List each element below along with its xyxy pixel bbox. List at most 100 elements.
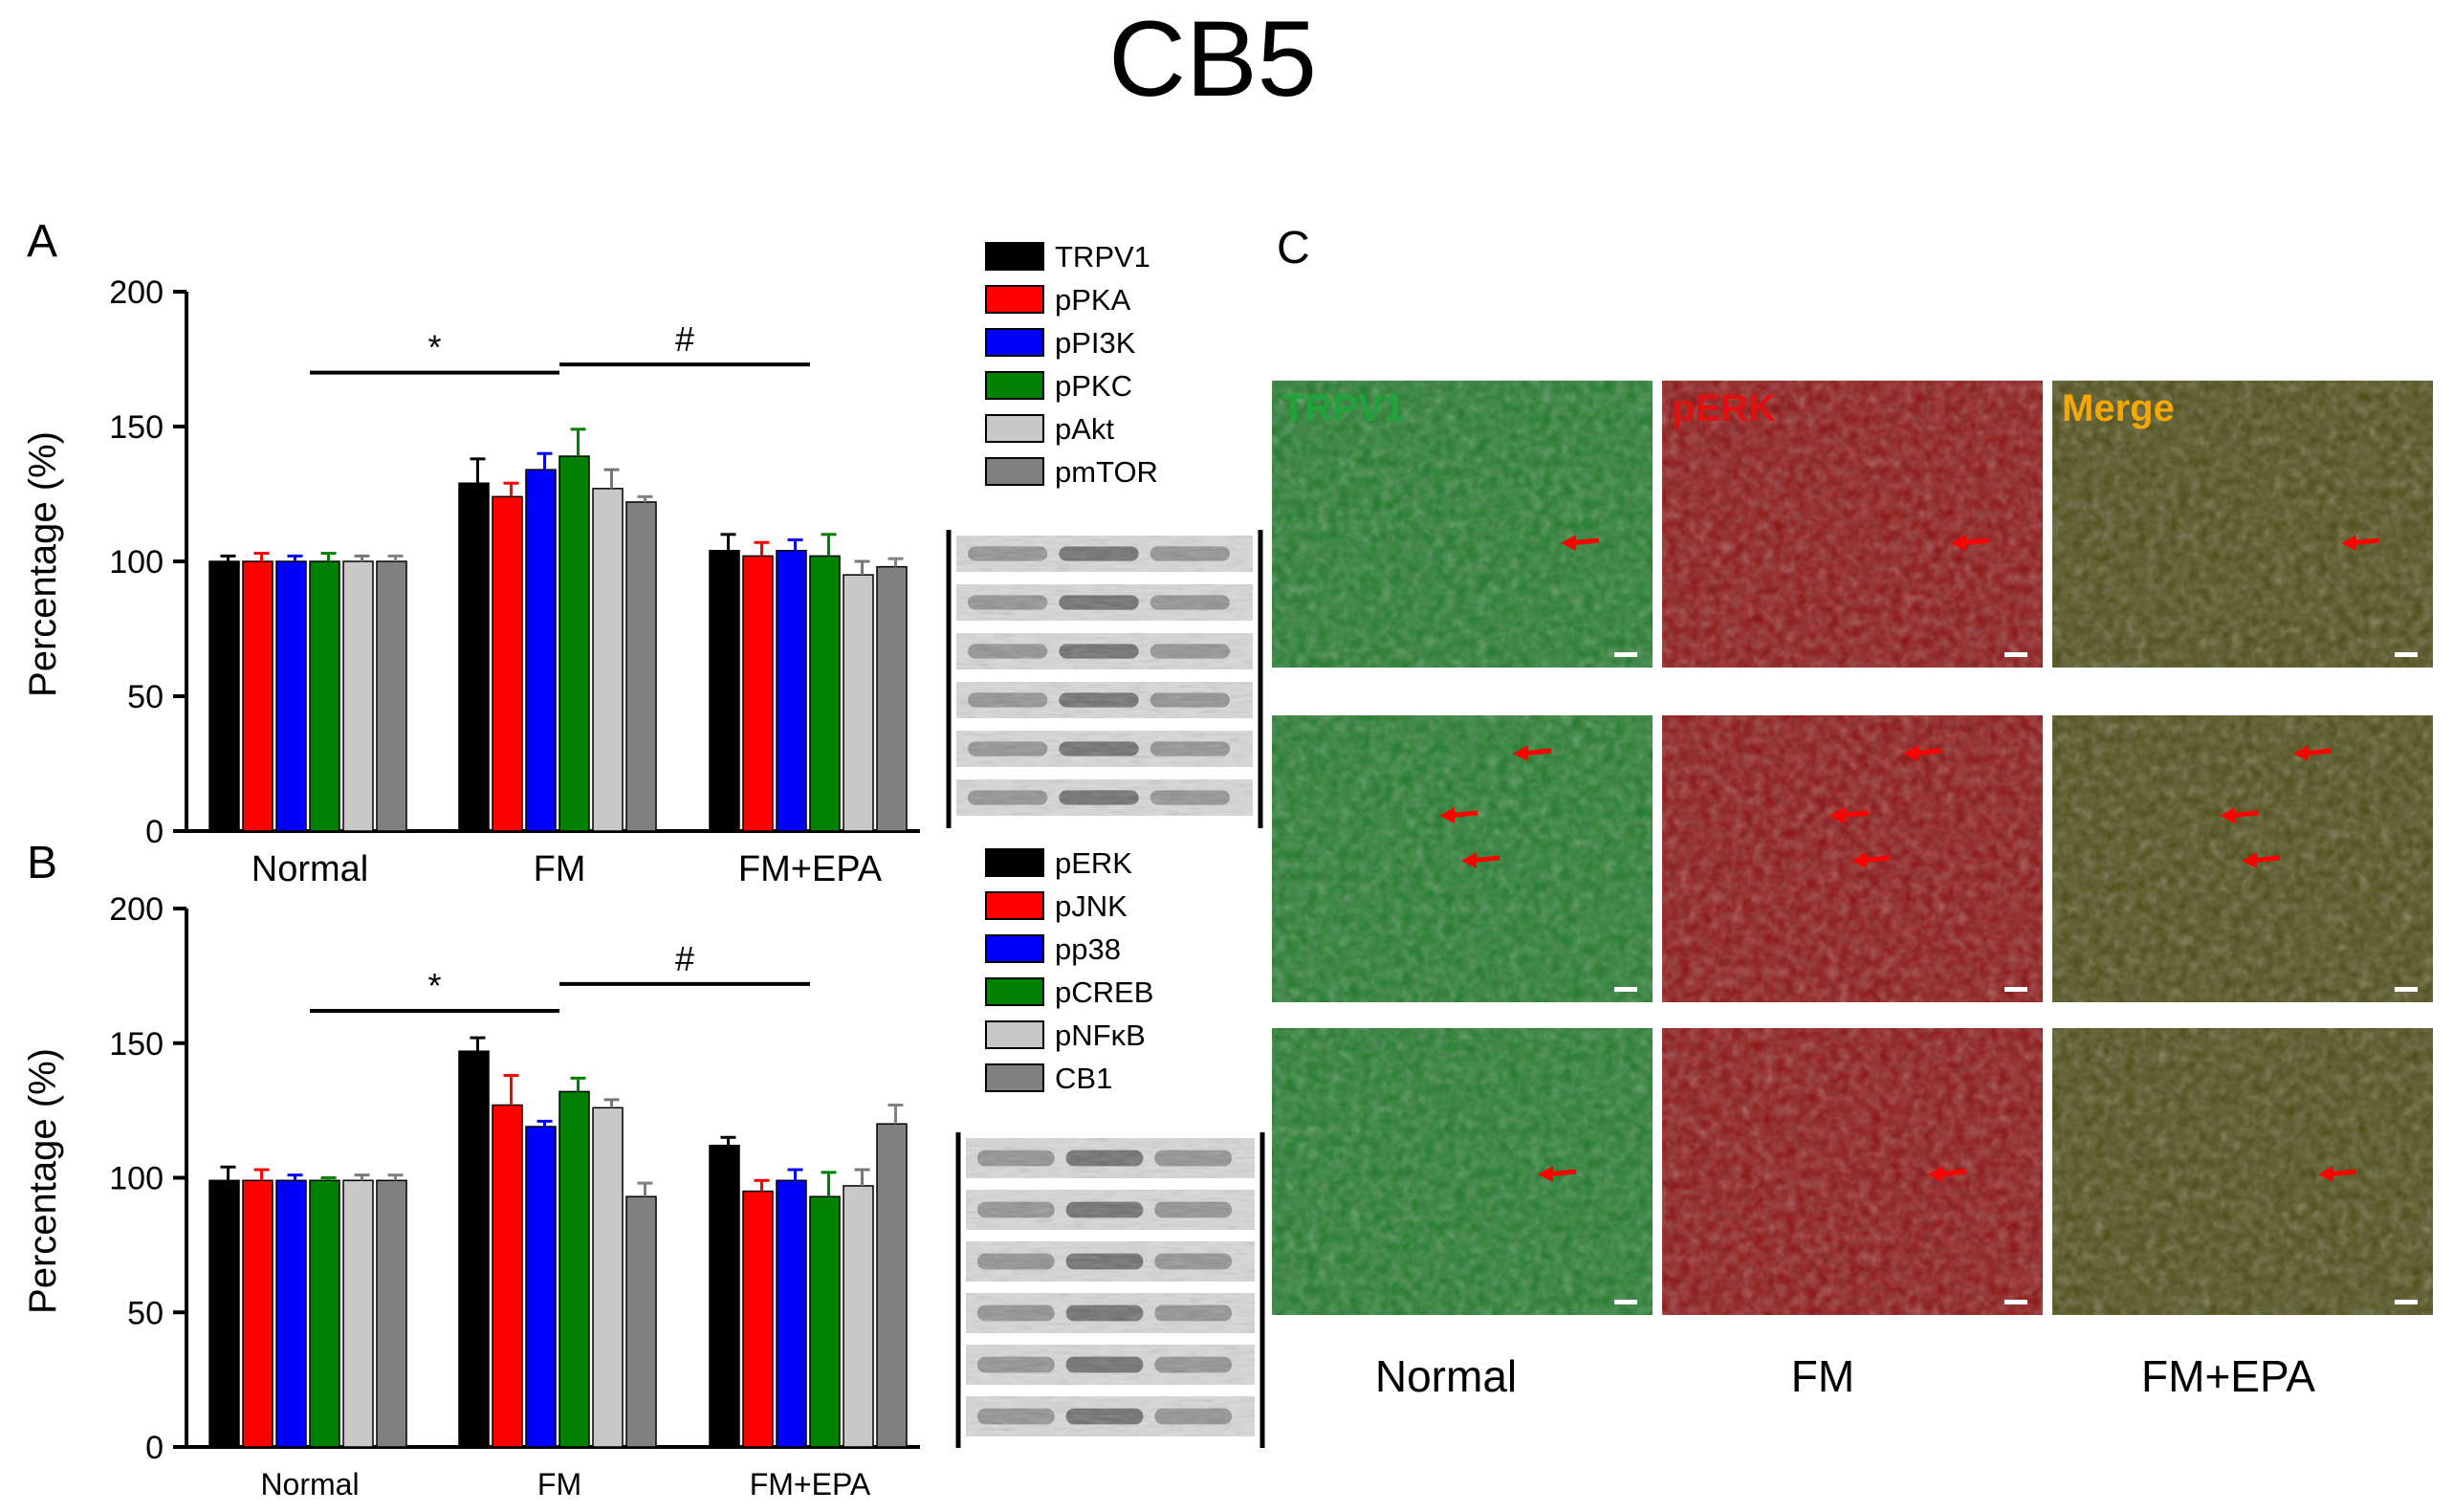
y-tick-label: 150 [109, 1026, 164, 1063]
bar [458, 482, 490, 832]
x-category-label: FM [534, 849, 586, 889]
legend-label: CB1 [1055, 1062, 1112, 1095]
red-arrow-head [1928, 1166, 1943, 1182]
scale-bar [1614, 987, 1637, 992]
y-tick-label: 50 [127, 1295, 164, 1331]
legend-label: pAkt [1055, 412, 1114, 446]
blot-texture [966, 1293, 1255, 1333]
red-arrow-head [1513, 745, 1528, 761]
micrograph-texture [1272, 1028, 1653, 1315]
scale-bar [2395, 1300, 2418, 1304]
bar [592, 488, 624, 832]
western-blot-b [955, 1132, 1265, 1448]
red-arrow-head [2341, 535, 2356, 551]
bar [309, 1179, 340, 1448]
legend-a: TRPV1 pPKA pPI3K pPKC pAkt pmTOR [985, 240, 1158, 489]
bar [376, 1179, 407, 1448]
y-tick-label: 0 [145, 1430, 164, 1466]
blot-texture [956, 633, 1253, 669]
bar [843, 1185, 874, 1448]
significance-marker: # [675, 319, 694, 359]
legend-swatch [985, 1020, 1044, 1049]
channel-label: Merge [2062, 387, 2175, 429]
red-arrow-head [1829, 807, 1845, 823]
red-arrow-head [1561, 535, 1576, 551]
bar [275, 560, 307, 832]
x-category-label: FM+EPA [750, 1467, 871, 1501]
bar [776, 549, 807, 832]
legend-swatch [985, 934, 1044, 963]
bar [709, 1144, 740, 1448]
legend-label: pp38 [1055, 932, 1121, 966]
red-arrow-head [1903, 745, 1918, 761]
y-tick-label: 200 [109, 274, 164, 311]
legend-swatch [985, 242, 1044, 271]
blot-texture [956, 584, 1253, 621]
x-category-label: Normal [260, 1467, 359, 1501]
bar [876, 565, 908, 832]
scale-bar [2004, 1300, 2027, 1304]
y-tick-label: 50 [127, 679, 164, 715]
blot-texture [966, 1396, 1255, 1436]
legend-label: pJNK [1055, 889, 1128, 923]
red-arrow-head [1538, 1166, 1553, 1182]
legend-swatch [985, 285, 1044, 314]
bar [625, 501, 657, 832]
micrograph-texture [1272, 381, 1653, 668]
red-arrow-head [2293, 745, 2309, 761]
panel-a-label: A [27, 216, 57, 267]
legend-swatch [985, 457, 1044, 486]
significance-marker: # [675, 939, 694, 978]
bar [809, 1195, 841, 1448]
panel-b-label: B [27, 838, 57, 888]
red-arrow-head [1461, 852, 1477, 868]
channel-label: pERK [1672, 387, 1776, 429]
bar [492, 1104, 523, 1448]
y-tick-label: 100 [109, 544, 164, 581]
bar [376, 560, 407, 832]
bar [709, 549, 740, 832]
bar [558, 1090, 590, 1448]
legend-label: pPI3K [1055, 326, 1136, 360]
legend-swatch [985, 328, 1044, 357]
bar [525, 469, 557, 832]
bar [776, 1179, 807, 1448]
bar [208, 560, 240, 832]
blot-texture [966, 1190, 1255, 1230]
blot-texture [966, 1241, 1255, 1282]
legend-label: pNFκB [1055, 1019, 1146, 1052]
bar [625, 1195, 657, 1448]
scale-bar [2395, 987, 2418, 992]
micrograph-texture [2052, 381, 2433, 668]
micrograph-texture [1662, 1028, 2043, 1315]
bar [742, 1190, 774, 1448]
bar [876, 1123, 908, 1448]
x-category-label: FM+EPA [738, 849, 883, 889]
y-tick-label: 150 [109, 409, 164, 446]
condition-label: Normal [1375, 1351, 1517, 1401]
legend-label: pPKC [1055, 369, 1132, 403]
micrograph-texture [1662, 381, 2043, 668]
micrograph-texture [1662, 715, 2043, 1002]
blot-texture [956, 682, 1253, 718]
bar [592, 1107, 624, 1448]
red-arrow-head [1951, 535, 1966, 551]
legend-swatch [985, 891, 1044, 920]
bar [458, 1050, 490, 1448]
channel-label: TRPV1 [1281, 387, 1405, 429]
bar [492, 495, 523, 832]
y-tick-label: 200 [109, 891, 164, 928]
y-tick-label: 100 [109, 1161, 164, 1197]
micrograph-texture [1272, 715, 1653, 1002]
bar [342, 560, 374, 832]
red-arrow-head [2242, 852, 2257, 868]
scale-bar [2004, 652, 2027, 657]
legend-label: pmTOR [1055, 455, 1158, 489]
bar [242, 1179, 274, 1448]
figure-title: CB5 [1108, 0, 1317, 119]
x-category-label: Normal [252, 849, 368, 889]
chart-b: Percentage (%) 0 50 100 150 200 Normal FM FM+EP… [22, 891, 920, 1501]
significance-marker: * [427, 966, 441, 1005]
western-blot-a [946, 530, 1263, 828]
legend-swatch [985, 414, 1044, 443]
